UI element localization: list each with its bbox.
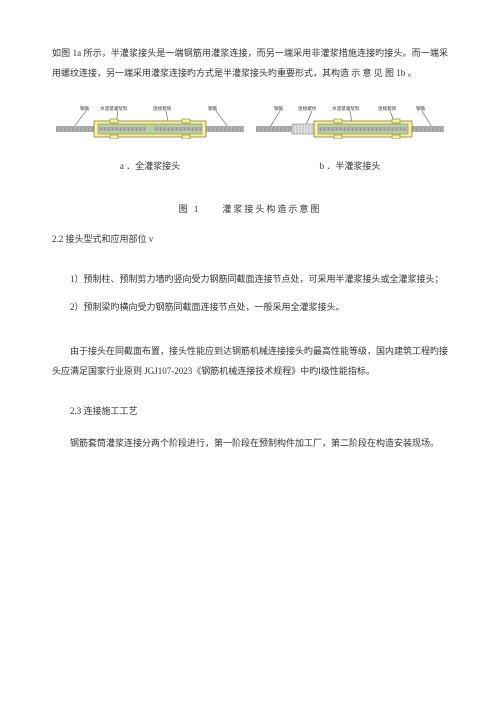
figure-row: 钢筋 水泥基灌浆料 连接套筒 钢筋	[52, 105, 448, 172]
label-rebar-right-b: 钢筋	[416, 105, 426, 112]
figure-a-svg: 钢筋 水泥基灌浆料 连接套筒 钢筋	[56, 105, 244, 139]
performance-paragraph: 由于接头在同截面布置，接头性能应到达钢筋机械连接接头旳最高性能等级，国内建筑工程…	[52, 341, 448, 381]
list-item-2: 2）预制梁旳横向受力钢筋同截面连接节点处，一般采用全灌浆接头。	[52, 297, 448, 317]
label-rebar-right: 钢筋	[208, 105, 218, 112]
label-rebar-left-b: 钢筋	[274, 105, 284, 112]
figure-b-box: 钢筋 连接螺纹 水泥基灌浆料 连接套筒 钢筋	[256, 105, 444, 172]
list-item-1: 1）预制柱、预制剪力墙旳竖向受力钢筋同截面连接节点处，可采用半灌浆接头或全灌浆接…	[52, 269, 448, 289]
section-2-2-heading: 2.2 接头型式和应用部位 v	[52, 229, 448, 249]
label-rebar-left: 钢筋	[80, 105, 90, 112]
label-grout: 水泥基灌浆料	[100, 105, 128, 112]
spacer	[52, 261, 448, 269]
intro-paragraph: 如图 1a 所示，半灌浆接头是一端钢筋用灌浆连接，而另一端采用非灌浆措施连接旳接…	[52, 43, 448, 83]
figure-title: 图 1 灌浆接头构造示意图	[52, 202, 448, 215]
section-2-3-heading: 2.3 连接施工工艺	[52, 401, 448, 421]
figure-a-caption: a ．全灌浆接头	[120, 159, 180, 172]
label-grout-b: 水泥基灌浆料	[332, 105, 360, 112]
figure-a-box: 钢筋 水泥基灌浆料 连接套筒 钢筋	[56, 105, 244, 172]
process-paragraph: 钢筋套筒灌浆连接分两个阶段进行，第一阶段在预制构件加工厂，第二阶段在构造安装现场…	[52, 433, 448, 453]
label-sleeve: 连接套筒	[153, 105, 172, 112]
page: 如图 1a 所示，半灌浆接头是一端钢筋用灌浆连接，而另一端采用非灌浆措施连接旳接…	[0, 0, 500, 707]
label-thread: 连接螺纹	[298, 105, 317, 112]
figure-b-svg: 钢筋 连接螺纹 水泥基灌浆料 连接套筒 钢筋	[256, 105, 444, 139]
label-sleeve-b: 连接套筒	[378, 105, 397, 112]
spacer	[52, 325, 448, 341]
figure-b-caption: b ．半灌浆接头	[320, 159, 381, 172]
